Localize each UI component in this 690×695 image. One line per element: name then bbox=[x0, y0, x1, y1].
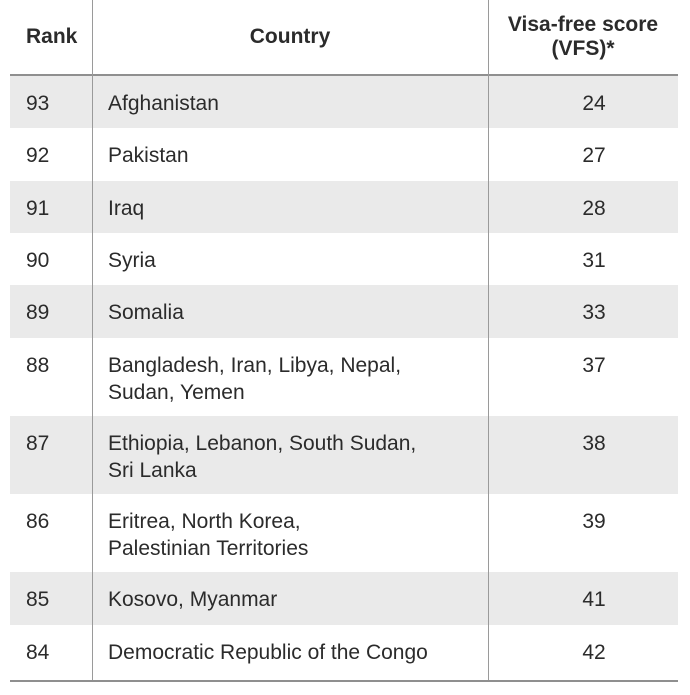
score-cell: 33 bbox=[582, 301, 606, 324]
table-row: 92 Pakistan 27 bbox=[10, 128, 678, 181]
score-cell: 31 bbox=[582, 249, 606, 272]
rank-cell: 89 bbox=[26, 301, 50, 324]
table-row: 85 Kosovo, Myanmar 41 bbox=[10, 572, 678, 625]
score-cell: 27 bbox=[582, 144, 606, 167]
table-row: 87 Ethiopia, Lebanon, South Sudan, Sri L… bbox=[10, 416, 678, 494]
column-divider-country bbox=[488, 0, 489, 680]
country-line1: Bangladesh, Iran, Libya, Nepal, bbox=[108, 354, 402, 377]
rank-cell: 87 bbox=[26, 432, 50, 455]
country-cell: Ethiopia, Lebanon, South Sudan, Sri Lank… bbox=[108, 430, 478, 484]
column-divider-rank bbox=[92, 0, 93, 680]
country-cell: Pakistan bbox=[108, 142, 478, 169]
table-body: 93 Afghanistan 24 92 Pakistan 27 91 Iraq… bbox=[10, 76, 678, 677]
country-cell: Democratic Republic of the Congo bbox=[108, 639, 478, 666]
country-line1: Somalia bbox=[108, 301, 184, 324]
country-cell: Iraq bbox=[108, 195, 478, 222]
table-header: Rank Country Visa-free score (VFS)* bbox=[10, 0, 678, 76]
country-line1: Afghanistan bbox=[108, 92, 219, 115]
country-cell: Afghanistan bbox=[108, 90, 478, 117]
country-line2: Sri Lanka bbox=[108, 459, 197, 482]
country-line1: Democratic Republic of the Congo bbox=[108, 641, 428, 664]
rank-cell: 85 bbox=[26, 588, 50, 611]
country-line1: Eritrea, North Korea, bbox=[108, 510, 301, 533]
table-row: 90 Syria 31 bbox=[10, 233, 678, 285]
rank-cell: 92 bbox=[26, 144, 50, 167]
country-cell: Syria bbox=[108, 247, 478, 274]
table-row: 91 Iraq 28 bbox=[10, 181, 678, 233]
rank-cell: 93 bbox=[26, 92, 50, 115]
country-line2: Sudan, Yemen bbox=[108, 381, 245, 404]
rank-cell: 90 bbox=[26, 249, 50, 272]
country-cell: Bangladesh, Iran, Libya, Nepal, Sudan, Y… bbox=[108, 352, 478, 406]
score-cell: 37 bbox=[582, 354, 606, 377]
score-cell: 24 bbox=[582, 92, 606, 115]
visa-score-table: Rank Country Visa-free score (VFS)* 93 A… bbox=[10, 0, 678, 680]
score-cell: 28 bbox=[582, 197, 606, 220]
country-line1: Syria bbox=[108, 249, 156, 272]
table-row: 93 Afghanistan 24 bbox=[10, 76, 678, 128]
header-visa-free-score: Visa-free score (VFS)* bbox=[488, 0, 678, 74]
score-cell: 39 bbox=[582, 510, 606, 533]
rank-cell: 86 bbox=[26, 510, 50, 533]
country-line1: Pakistan bbox=[108, 144, 189, 167]
header-score-line2: (VFS)* bbox=[551, 37, 615, 60]
rank-cell: 84 bbox=[26, 641, 50, 664]
table-row: 84 Democratic Republic of the Congo 42 bbox=[10, 625, 678, 677]
rank-cell: 91 bbox=[26, 197, 50, 220]
country-line2: Palestinian Territories bbox=[108, 537, 309, 560]
table-row: 86 Eritrea, North Korea, Palestinian Ter… bbox=[10, 494, 678, 572]
table-row: 89 Somalia 33 bbox=[10, 285, 678, 338]
table-row: 88 Bangladesh, Iran, Libya, Nepal, Sudan… bbox=[10, 338, 678, 416]
header-score-line1: Visa-free score bbox=[507, 13, 659, 36]
score-cell: 38 bbox=[582, 432, 606, 455]
country-cell: Somalia bbox=[108, 299, 478, 326]
country-line1: Iraq bbox=[108, 197, 145, 220]
score-cell: 41 bbox=[582, 588, 606, 611]
header-country: Country bbox=[249, 25, 331, 48]
header-rank: Rank bbox=[26, 25, 78, 48]
rank-cell: 88 bbox=[26, 354, 50, 377]
country-cell: Kosovo, Myanmar bbox=[108, 586, 478, 613]
country-line1: Ethiopia, Lebanon, South Sudan, bbox=[108, 432, 417, 455]
country-line1: Kosovo, Myanmar bbox=[108, 588, 278, 611]
table-bottom-rule bbox=[10, 680, 678, 682]
country-cell: Eritrea, North Korea, Palestinian Territ… bbox=[108, 508, 478, 562]
score-cell: 42 bbox=[582, 641, 606, 664]
